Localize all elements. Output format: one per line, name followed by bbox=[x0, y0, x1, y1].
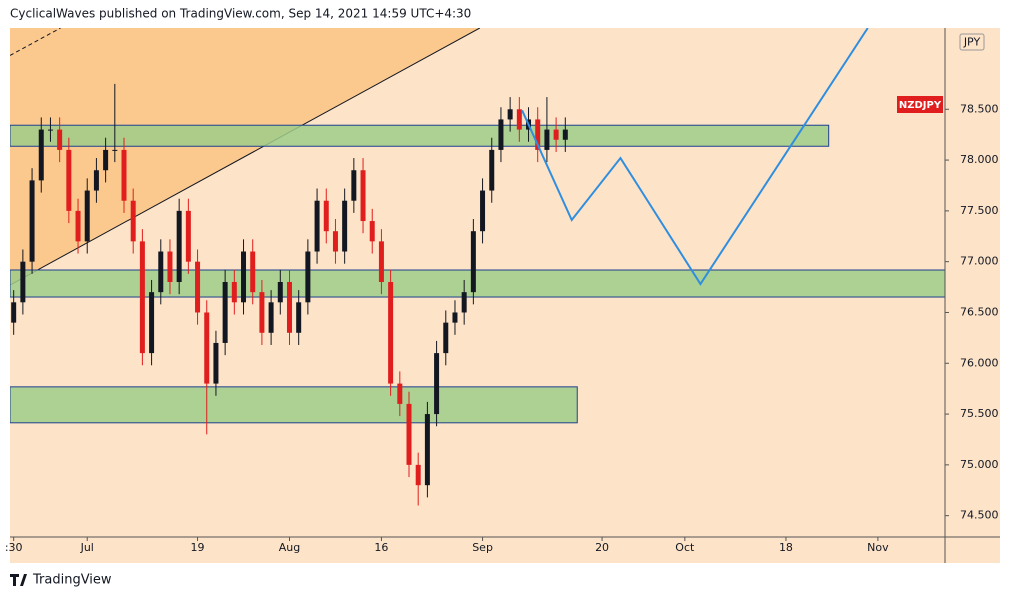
x-tick-label: Sep bbox=[472, 541, 493, 554]
projection-line bbox=[521, 28, 869, 286]
x-tick-label: :30 bbox=[5, 541, 23, 554]
candle-body bbox=[397, 383, 403, 404]
candle-body bbox=[75, 210, 81, 242]
candle-body bbox=[351, 170, 357, 201]
x-tick-label: Oct bbox=[675, 541, 695, 554]
candle-body bbox=[562, 129, 568, 140]
candle-body bbox=[57, 129, 63, 150]
candle-body bbox=[406, 403, 412, 465]
symbol-badge bbox=[897, 96, 943, 113]
zone bbox=[10, 124, 830, 147]
x-tick-label: Aug bbox=[279, 541, 300, 554]
candle-body bbox=[38, 129, 44, 181]
candle-body bbox=[443, 322, 449, 354]
x-tick-label: 20 bbox=[595, 541, 609, 554]
x-tick-label: Nov bbox=[867, 541, 889, 554]
symbol: NZDJPY bbox=[899, 100, 942, 111]
candle-body bbox=[11, 302, 17, 323]
y-tick-label: 76.000 bbox=[960, 356, 999, 369]
candle-body bbox=[461, 292, 467, 313]
y-tick-label: 77.500 bbox=[960, 204, 999, 217]
candle-body bbox=[360, 170, 366, 222]
candle-body bbox=[480, 190, 486, 232]
x-tick-label: Jul bbox=[80, 541, 94, 554]
candle-body bbox=[369, 221, 375, 242]
brand: TradingView bbox=[32, 573, 112, 588]
candle-body bbox=[498, 119, 504, 150]
candle-body bbox=[47, 129, 53, 131]
candle-body bbox=[195, 261, 201, 313]
candle-body bbox=[452, 312, 458, 323]
candle-body bbox=[342, 200, 348, 252]
candle-body bbox=[277, 281, 283, 303]
candle-body bbox=[139, 241, 145, 354]
y-tick-label: 75.000 bbox=[960, 458, 999, 471]
candle-body bbox=[378, 241, 384, 282]
x-tick-label: 16 bbox=[374, 541, 388, 554]
candle-body bbox=[29, 180, 35, 262]
trendline bbox=[10, 28, 481, 286]
y-tick-label: 78.500 bbox=[960, 102, 999, 115]
candle-body bbox=[250, 251, 256, 293]
candle-body bbox=[305, 251, 311, 303]
candle-body bbox=[222, 281, 228, 343]
candle-body bbox=[470, 231, 476, 293]
candle-body bbox=[93, 170, 99, 191]
candle-body bbox=[84, 190, 90, 242]
currency-box bbox=[959, 33, 985, 51]
brand-logo bbox=[10, 574, 27, 586]
y-tick-label: 74.500 bbox=[960, 509, 999, 522]
candle-body bbox=[296, 302, 302, 333]
candle-body bbox=[516, 109, 522, 130]
candle-body bbox=[323, 200, 329, 232]
candle-body bbox=[66, 149, 72, 211]
candle-body bbox=[176, 210, 182, 282]
candle-body bbox=[544, 129, 550, 150]
candle-body bbox=[112, 149, 118, 151]
candle-body bbox=[507, 109, 513, 120]
candle-body bbox=[158, 251, 164, 293]
y-tick-label: 78.000 bbox=[960, 153, 999, 166]
x-tick-label: 18 bbox=[779, 541, 793, 554]
y-tick-label: 75.500 bbox=[960, 407, 999, 420]
dashed-line bbox=[10, 28, 61, 56]
candle-body bbox=[149, 292, 155, 354]
candle-body bbox=[121, 149, 127, 201]
y-tick-label: 77.000 bbox=[960, 255, 999, 268]
zone bbox=[10, 386, 578, 424]
candle-body bbox=[130, 200, 136, 242]
header: CyclicalWaves published on TradingView.c… bbox=[10, 7, 471, 21]
candle-body bbox=[185, 210, 191, 262]
candle-body bbox=[553, 129, 559, 140]
candle-body bbox=[424, 414, 430, 486]
candle-body bbox=[259, 292, 265, 333]
candle-body bbox=[204, 312, 210, 384]
candle-body bbox=[314, 200, 320, 252]
candle-body bbox=[434, 353, 440, 415]
candle-body bbox=[388, 281, 394, 384]
candle-body bbox=[332, 231, 338, 252]
candle-body bbox=[103, 149, 109, 171]
candle-body bbox=[213, 342, 219, 384]
candle-body bbox=[535, 119, 541, 150]
candle-body bbox=[20, 261, 26, 303]
candle-body bbox=[268, 302, 274, 333]
zone bbox=[10, 269, 945, 298]
currency: JPY bbox=[963, 36, 981, 49]
candle-body bbox=[231, 281, 237, 303]
x-tick-label: 19 bbox=[191, 541, 205, 554]
plot-area bbox=[10, 28, 945, 506]
candle-body bbox=[167, 251, 173, 282]
candle-body bbox=[415, 464, 421, 486]
y-tick-label: 76.500 bbox=[960, 305, 999, 318]
candle-body bbox=[489, 149, 495, 191]
candle-body bbox=[286, 281, 292, 333]
candle-body bbox=[241, 251, 247, 303]
